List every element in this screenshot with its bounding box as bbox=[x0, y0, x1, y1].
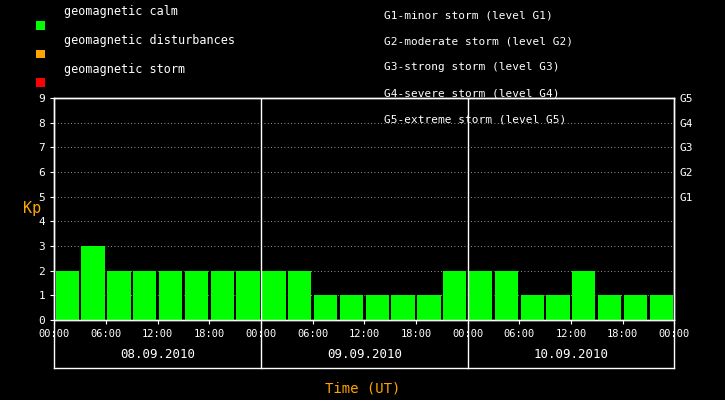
Bar bbox=[56, 271, 79, 320]
Bar bbox=[314, 295, 337, 320]
Bar bbox=[81, 246, 104, 320]
Text: 10.09.2010: 10.09.2010 bbox=[534, 348, 608, 360]
Text: G4-severe storm (level G4): G4-severe storm (level G4) bbox=[384, 88, 560, 98]
Bar bbox=[598, 295, 621, 320]
Bar bbox=[418, 295, 441, 320]
Bar bbox=[365, 295, 389, 320]
Y-axis label: Kp: Kp bbox=[22, 202, 41, 216]
Text: geomagnetic disturbances: geomagnetic disturbances bbox=[64, 34, 235, 47]
Bar bbox=[288, 271, 311, 320]
Bar bbox=[469, 271, 492, 320]
Bar bbox=[159, 271, 182, 320]
Bar bbox=[211, 271, 234, 320]
Text: 09.09.2010: 09.09.2010 bbox=[327, 348, 402, 360]
Bar bbox=[443, 271, 466, 320]
Text: geomagnetic storm: geomagnetic storm bbox=[64, 63, 185, 76]
Text: G3-strong storm (level G3): G3-strong storm (level G3) bbox=[384, 62, 560, 72]
Bar bbox=[185, 271, 208, 320]
Bar bbox=[547, 295, 570, 320]
Text: Time (UT): Time (UT) bbox=[325, 382, 400, 396]
Text: G1-minor storm (level G1): G1-minor storm (level G1) bbox=[384, 10, 553, 20]
Bar bbox=[521, 295, 544, 320]
Text: 08.09.2010: 08.09.2010 bbox=[120, 348, 195, 360]
Bar bbox=[494, 271, 518, 320]
Bar bbox=[624, 295, 647, 320]
Bar bbox=[340, 295, 363, 320]
Bar bbox=[236, 271, 260, 320]
Bar bbox=[650, 295, 673, 320]
Bar bbox=[133, 271, 157, 320]
Text: G5-extreme storm (level G5): G5-extreme storm (level G5) bbox=[384, 114, 566, 124]
Bar bbox=[392, 295, 415, 320]
Bar bbox=[572, 271, 595, 320]
Bar bbox=[262, 271, 286, 320]
Text: geomagnetic calm: geomagnetic calm bbox=[64, 6, 178, 18]
Text: G2-moderate storm (level G2): G2-moderate storm (level G2) bbox=[384, 36, 573, 46]
Bar bbox=[107, 271, 130, 320]
